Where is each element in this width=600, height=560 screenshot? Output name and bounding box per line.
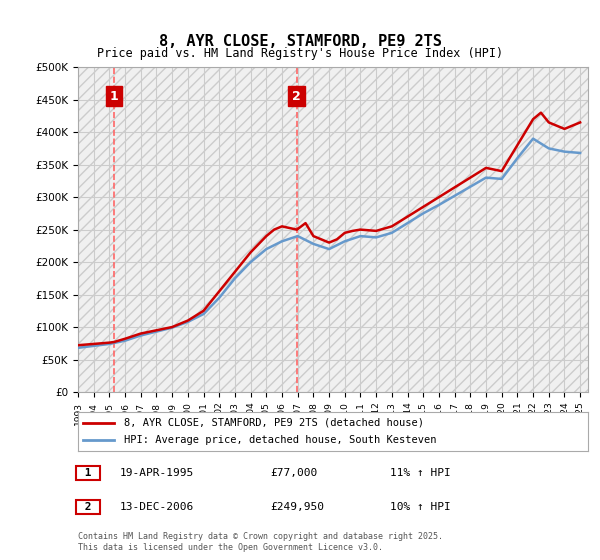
Text: 19-APR-1995: 19-APR-1995: [120, 468, 194, 478]
Text: 8, AYR CLOSE, STAMFORD, PE9 2TS (detached house): 8, AYR CLOSE, STAMFORD, PE9 2TS (detache…: [124, 418, 424, 428]
Text: HPI: Average price, detached house, South Kesteven: HPI: Average price, detached house, Sout…: [124, 435, 436, 445]
Text: £77,000: £77,000: [270, 468, 317, 478]
Text: 11% ↑ HPI: 11% ↑ HPI: [390, 468, 451, 478]
Text: 2: 2: [292, 90, 301, 102]
Text: 10% ↑ HPI: 10% ↑ HPI: [390, 502, 451, 512]
Text: Contains HM Land Registry data © Crown copyright and database right 2025.
This d: Contains HM Land Registry data © Crown c…: [78, 532, 443, 552]
Text: 1: 1: [109, 90, 118, 102]
Text: 13-DEC-2006: 13-DEC-2006: [120, 502, 194, 512]
Text: £249,950: £249,950: [270, 502, 324, 512]
Text: 1: 1: [78, 468, 98, 478]
Text: Price paid vs. HM Land Registry's House Price Index (HPI): Price paid vs. HM Land Registry's House …: [97, 46, 503, 60]
Text: 2: 2: [78, 502, 98, 512]
Text: 8, AYR CLOSE, STAMFORD, PE9 2TS: 8, AYR CLOSE, STAMFORD, PE9 2TS: [158, 35, 442, 49]
